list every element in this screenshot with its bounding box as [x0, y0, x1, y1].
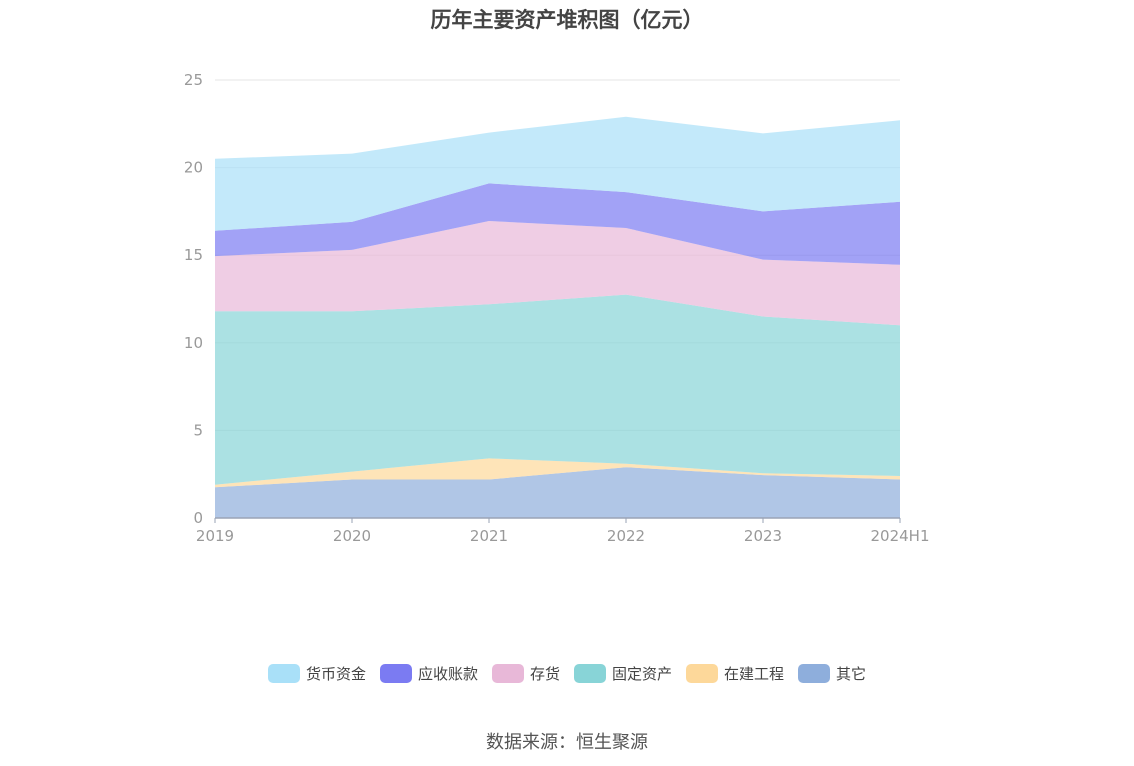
legend: 货币资金 应收账款 存货 固定资产 在建工程 其它: [0, 663, 1134, 684]
legend-item[interactable]: 其它: [798, 663, 866, 684]
y-tick-label: 20: [184, 159, 203, 177]
legend-item[interactable]: 货币资金: [267, 663, 366, 684]
axes: 0 5 10 15 20 25 2019 2020 2021 2022 2023 2024H1: [184, 71, 930, 545]
legend-swatch: [491, 664, 524, 683]
legend-label: 应收账款: [417, 665, 478, 683]
y-tick-label: 15: [184, 246, 203, 264]
x-tick-label: 2021: [470, 527, 508, 545]
y-tick-label: 10: [184, 334, 203, 352]
area-series-1: [215, 458, 900, 488]
legend-label: 货币资金: [305, 665, 366, 683]
area-series-2: [215, 294, 900, 485]
legend-swatch: [379, 664, 412, 683]
legend-label: 其它: [836, 665, 867, 683]
legend-label: 存货: [529, 665, 560, 683]
x-tick-label: 2023: [744, 527, 782, 545]
x-tick-label: 2022: [607, 527, 645, 545]
legend-swatch: [798, 664, 831, 683]
legend-label: 在建工程: [724, 665, 785, 683]
area-series-4: [215, 183, 900, 265]
legend-item[interactable]: 在建工程: [686, 663, 784, 684]
x-tick-label: 2019: [196, 527, 234, 545]
x-tick-label: 2020: [333, 527, 371, 545]
y-tick-label: 5: [193, 421, 203, 439]
source-note: 数据来源：恒生聚源: [486, 732, 648, 753]
legend-item[interactable]: 存货: [491, 663, 560, 684]
x-tick-label: 2024H1: [871, 527, 930, 545]
area-series: [215, 116, 900, 518]
y-tick-label: 25: [184, 71, 203, 89]
legend-item[interactable]: 应收账款: [379, 663, 478, 684]
legend-swatch: [267, 664, 300, 683]
area-series-3: [215, 221, 900, 326]
legend-item[interactable]: 固定资产: [574, 663, 672, 684]
chart-title: 历年主要资产堆积图（亿元）: [430, 8, 704, 32]
stacked-area-chart: 0 5 10 15 20 25 2019 2020 2021 2022 2023 2024H1: [184, 71, 930, 545]
legend-label: 固定资产: [612, 665, 673, 683]
legend-swatch: [574, 664, 606, 683]
legend-swatch: [686, 664, 719, 683]
y-tick-label: 0: [193, 509, 203, 527]
area-series-5: [215, 116, 900, 231]
area-series-0: [215, 467, 900, 518]
